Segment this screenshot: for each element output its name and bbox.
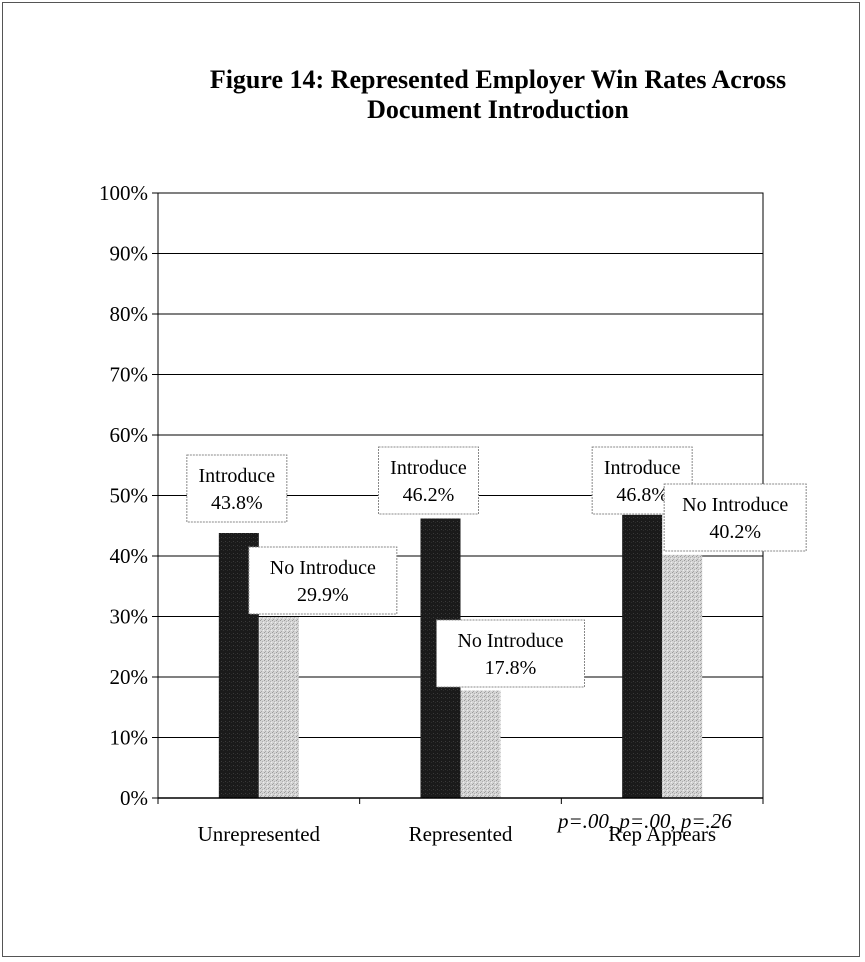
bar-introduce-2 xyxy=(622,514,663,798)
data-label-series-name: No Introduce xyxy=(682,494,788,516)
y-tick-label-7: 70% xyxy=(110,363,149,387)
y-tick-label-1: 10% xyxy=(110,726,149,750)
data-label-no-introduce-2: No Introduce 40.2% xyxy=(663,483,807,552)
bar-no-introduce-0 xyxy=(258,617,299,798)
chart-title-line-1: Figure 14: Represented Employer Win Rate… xyxy=(209,65,787,94)
y-tick-label-6: 60% xyxy=(110,423,149,447)
y-tick-label-8: 80% xyxy=(110,302,149,326)
data-label-box xyxy=(248,546,398,615)
data-label-value: 46.8% xyxy=(616,484,668,506)
data-label-series-name: No Introduce xyxy=(270,557,376,579)
data-label-introduce-2: Introduce 46.8% xyxy=(591,446,693,515)
y-tick-label-3: 30% xyxy=(110,605,149,629)
data-label-value: 43.8% xyxy=(211,492,263,514)
x-category-label-1: Represented xyxy=(409,822,513,846)
data-label-introduce-0: Introduce 43.8% xyxy=(186,454,288,523)
y-tick-label-5: 50% xyxy=(110,484,149,508)
data-label-introduce-1: Introduce 46.2% xyxy=(378,446,479,515)
y-tick-label-0: 0% xyxy=(120,786,148,810)
data-label-series-name: No Introduce xyxy=(457,630,563,652)
data-label-box xyxy=(186,454,288,523)
bar-no-introduce-1 xyxy=(460,690,501,798)
data-label-series-name: Introduce xyxy=(604,457,681,479)
chart-title-line-2: Document Introduction xyxy=(367,95,629,124)
y-tick-label-4: 40% xyxy=(110,544,149,568)
significance-note: p=.00, p=.00, p=.26 xyxy=(558,809,732,833)
data-label-value: 46.2% xyxy=(403,484,455,506)
data-label-box xyxy=(378,446,479,515)
data-label-series-name: Introduce xyxy=(199,465,276,487)
y-tick-label-9: 90% xyxy=(110,242,149,266)
bar-no-introduce-2 xyxy=(662,554,703,798)
data-label-no-introduce-1: No Introduce 17.8% xyxy=(436,619,585,688)
data-label-series-name: Introduce xyxy=(390,457,467,479)
x-category-label-0: Unrepresented xyxy=(198,822,321,846)
data-label-value: 29.9% xyxy=(297,584,349,606)
data-label-no-introduce-0: No Introduce 29.9% xyxy=(248,546,398,615)
y-tick-label-10: 100% xyxy=(99,181,148,205)
data-label-value: 17.8% xyxy=(485,657,537,679)
y-tick-label-2: 20% xyxy=(110,665,149,689)
data-label-value: 40.2% xyxy=(709,521,761,543)
data-label-box xyxy=(663,483,807,552)
x-category-label-2: Rep Appears xyxy=(608,822,716,846)
chart-title: Figure 14: Represented Employer Win Rate… xyxy=(133,65,863,125)
data-label-box xyxy=(436,619,585,688)
